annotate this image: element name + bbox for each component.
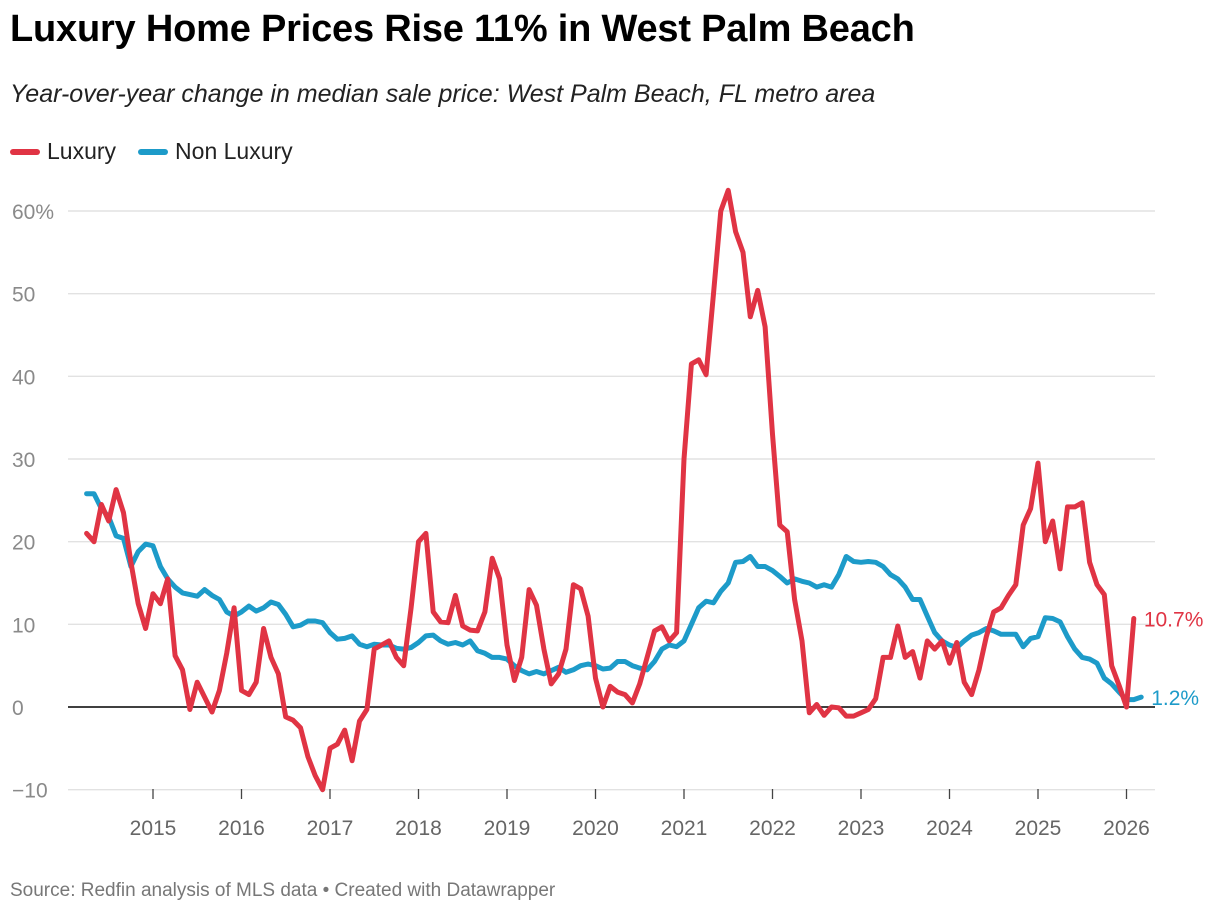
y-tick-label: 30 <box>12 449 35 472</box>
x-tick-label: 2019 <box>484 817 531 840</box>
y-tick-label: 10 <box>12 614 35 637</box>
x-tick-label: 2023 <box>838 817 885 840</box>
legend-item-non-luxury: Non Luxury <box>138 138 293 165</box>
series-line-non-luxury <box>84 491 1144 703</box>
y-tick-label: 0 <box>12 697 24 720</box>
x-tick-label: 2018 <box>395 817 442 840</box>
end-label-non-luxury: 1.2% <box>1151 687 1199 710</box>
x-tick-label: 2025 <box>1015 817 1062 840</box>
legend-item-luxury: Luxury <box>10 138 116 165</box>
legend-swatch-luxury <box>10 148 40 155</box>
legend-swatch-non-luxury <box>138 148 169 155</box>
chart-subtitle: Year-over-year change in median sale pri… <box>10 80 876 108</box>
x-tick-label: 2024 <box>926 817 973 840</box>
end-label-luxury: 10.7% <box>1144 609 1204 632</box>
x-tick-label: 2022 <box>749 817 796 840</box>
chart-title: Luxury Home Prices Rise 11% in West Palm… <box>10 8 915 50</box>
x-tick-label: 2016 <box>218 817 265 840</box>
x-tick-label: 2020 <box>572 817 619 840</box>
legend-label-non-luxury: Non Luxury <box>175 138 293 164</box>
x-tick-label: 2017 <box>307 817 354 840</box>
chart-legend: Luxury Non Luxury <box>10 138 315 165</box>
x-tick-label: 2015 <box>130 817 177 840</box>
series-line-luxury <box>84 187 1137 793</box>
y-tick-label: −10 <box>12 780 48 803</box>
x-tick-label: 2021 <box>661 817 708 840</box>
x-tick-label: 2026 <box>1103 817 1150 840</box>
source-footer: Source: Redfin analysis of MLS data • Cr… <box>10 880 556 901</box>
y-tick-label: 60% <box>12 201 54 224</box>
legend-label-luxury: Luxury <box>47 138 117 164</box>
y-tick-label: 20 <box>12 532 35 555</box>
y-tick-label: 40 <box>12 366 35 389</box>
y-tick-label: 50 <box>12 284 35 307</box>
